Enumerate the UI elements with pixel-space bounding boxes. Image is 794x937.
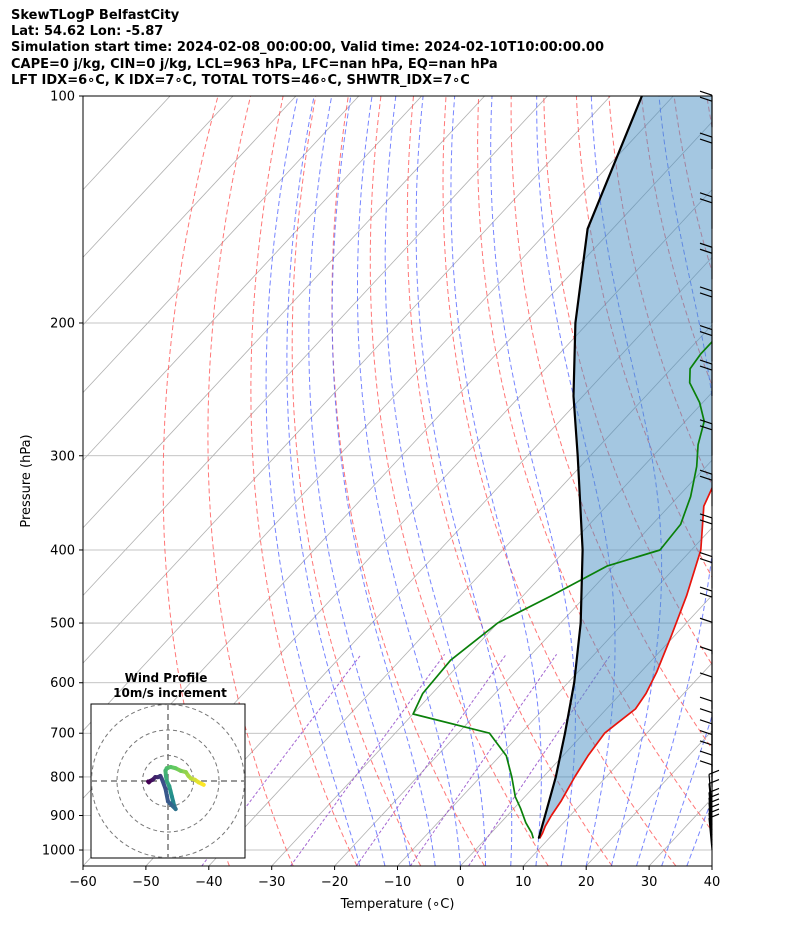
location-line: Lat: 54.62 Lon: -5.87 — [11, 24, 164, 40]
dry-adiabat-line — [331, 96, 485, 866]
x-tick-label: −50 — [132, 875, 159, 890]
dry-adiabat-line — [207, 96, 294, 866]
time-line: Simulation start time: 2024-02-08_00:00:… — [11, 40, 604, 56]
hodograph: Wind Profile 10m/s increment — [90, 671, 246, 859]
x-tick-label: −60 — [69, 875, 96, 890]
cape-area — [538, 96, 712, 839]
y-axis-ticks: 1000 900 800 700 600 500 400 300 200 100 — [42, 90, 83, 859]
hodograph-segment — [163, 786, 170, 804]
y-tick-label: 400 — [50, 543, 75, 558]
isotherm-line — [83, 96, 674, 732]
wind-barb — [699, 708, 713, 745]
moist-adiabat-line — [308, 96, 411, 866]
temperature-profile — [538, 486, 712, 839]
moist-adiabat-line — [686, 797, 712, 866]
y-tick-label: 100 — [50, 90, 75, 105]
dry-adiabat-line — [369, 96, 549, 866]
moist-adiabat-line — [357, 96, 461, 866]
moist-adiabat-line — [711, 864, 712, 866]
wind-barb — [699, 719, 713, 756]
isotherm-line — [83, 96, 422, 461]
isotherm-line — [83, 96, 485, 529]
y-tick-label: 900 — [50, 809, 75, 824]
dry-adiabat-line — [739, 96, 794, 866]
dry-adiabat-line — [510, 96, 712, 750]
moist-adiabat-line — [490, 96, 576, 866]
dry-adiabat-line — [706, 96, 712, 130]
x-tick-label: 20 — [578, 875, 595, 890]
isotherm-line — [711, 865, 712, 866]
isotherm-line — [83, 96, 611, 664]
isotherm-line — [585, 730, 712, 866]
isotherm-line — [397, 527, 712, 866]
mixing-ratio-line — [201, 653, 362, 866]
isotherm-line — [83, 96, 234, 258]
moist-adiabat-line — [331, 96, 436, 866]
x-tick-label: 0 — [456, 875, 464, 890]
isotherm-line — [271, 391, 712, 866]
dry-adiabat-line — [442, 96, 677, 866]
wind-barb — [699, 740, 713, 777]
moist-adiabat-line — [384, 96, 487, 866]
indices-line: LFT IDX=6∘C, K IDX=7∘C, TOTAL TOTS=46∘C,… — [11, 72, 470, 88]
y-tick-label: 700 — [50, 727, 75, 742]
x-tick-label: 10 — [515, 875, 532, 890]
parcel-profile — [537, 96, 643, 840]
isotherm-line — [83, 96, 360, 394]
moist-adiabat-line — [661, 714, 712, 866]
hodograph-subtitle: 10m/s increment — [113, 686, 227, 700]
isotherm-line — [83, 96, 297, 326]
x-tick-label: −20 — [321, 875, 348, 890]
y-tick-label: 300 — [50, 449, 75, 464]
moist-adiabat-line — [415, 96, 513, 866]
x-tick-label: 40 — [704, 875, 721, 890]
dry-adiabat-line — [477, 96, 712, 832]
dry-adiabat-line — [291, 96, 422, 866]
y-tick-label: 500 — [50, 617, 75, 632]
x-tick-label: −30 — [258, 875, 285, 890]
moist-adiabat-line — [636, 96, 712, 866]
isotherm-line — [145, 256, 712, 866]
mixing-ratio-line — [409, 654, 558, 866]
y-tick-label: 200 — [50, 316, 75, 331]
y-tick-label: 600 — [50, 676, 75, 691]
moist-adiabat-line — [286, 96, 386, 866]
mixing-ratio-line — [355, 654, 507, 866]
isotherm-line — [83, 96, 548, 597]
wind-barb — [699, 696, 713, 734]
chart-header: SkewTLogP BelfastCity Lat: 54.62 Lon: -5… — [11, 8, 604, 89]
hodograph-title: Wind Profile — [125, 671, 208, 685]
parameters-line: CAPE=0 j/kg, CIN=0 j/kg, LCL=963 hPa, LF… — [11, 56, 498, 72]
wind-barb — [699, 672, 713, 709]
dry-adiabat-line — [250, 96, 358, 866]
y-tick-label: 800 — [50, 770, 75, 785]
dry-adiabat-line — [772, 96, 794, 866]
x-tick-label: −10 — [384, 875, 411, 890]
profiles — [412, 96, 712, 840]
x-tick-label: 30 — [641, 875, 658, 890]
chart-title: SkewTLogP BelfastCity — [11, 8, 180, 23]
x-axis-ticks: −60 −50 −40 −30 −20 −10 0 10 20 30 40 — [69, 866, 720, 890]
hodograph-segment — [146, 779, 151, 785]
dewpoint-profile — [412, 340, 712, 839]
x-axis-label: Temperature (∘C) — [340, 897, 455, 912]
cape-shading — [538, 96, 712, 839]
y-tick-label: 1000 — [42, 844, 75, 859]
moist-adiabat-line — [450, 96, 542, 866]
y-axis-label: Pressure (hPa) — [19, 434, 34, 527]
mixing-ratio-line — [468, 654, 612, 866]
x-tick-label: −40 — [195, 875, 222, 890]
dry-adiabat-line — [406, 96, 613, 866]
isotherm-line — [208, 324, 712, 866]
